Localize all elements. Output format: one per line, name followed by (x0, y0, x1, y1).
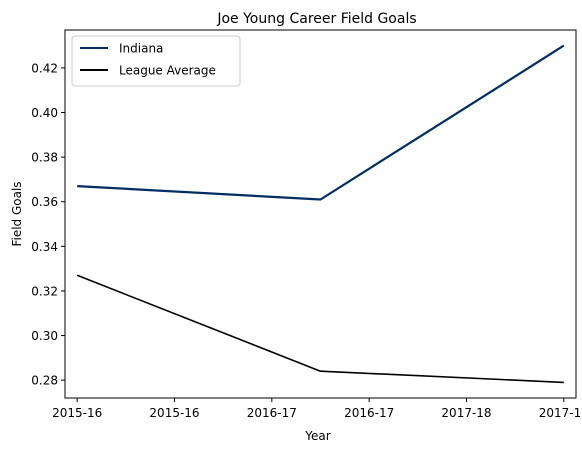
legend-label: League Average (119, 64, 216, 78)
y-tick-label: 0.42 (31, 61, 58, 75)
series-line-league-average (76, 274, 564, 384)
y-tick-label: 0.40 (31, 106, 58, 120)
x-axis-ticks: 2015-16 2015-16 2016-17 2016-17 2017-18 2017-… (52, 398, 582, 420)
x-tick-label: 2016-17 (344, 406, 394, 420)
x-tick-label: 2016-17 (247, 406, 297, 420)
y-tick-label: 0.36 (31, 195, 58, 209)
x-tick-label: 2015-16 (149, 406, 199, 420)
series-line-indiana (77, 44, 565, 201)
legend-box (71, 35, 241, 87)
y-tick-label: 0.28 (31, 374, 58, 388)
x-tick-label: 2015-16 (52, 406, 102, 420)
series-layer (76, 44, 565, 384)
y-tick-label: 0.34 (31, 240, 58, 254)
legend: Indiana League Average (71, 35, 241, 87)
plot-frame (64, 29, 577, 399)
y-axis-ticks: 0.28 0.30 0.32 0.34 0.36 0.38 0.40 0.42 (31, 61, 65, 388)
y-axis-label: Field Goals (10, 181, 24, 246)
y-tick-label: 0.38 (31, 151, 58, 165)
legend-label: Indiana (119, 42, 163, 56)
x-tick-label: 2017-18 (441, 406, 491, 420)
x-axis-label: Year (304, 429, 330, 443)
y-tick-label: 0.32 (31, 284, 58, 298)
x-tick-label: 2017-18 (539, 406, 582, 420)
y-tick-label: 0.30 (31, 329, 58, 343)
chart-title: Joe Young Career Field Goals (216, 11, 416, 27)
